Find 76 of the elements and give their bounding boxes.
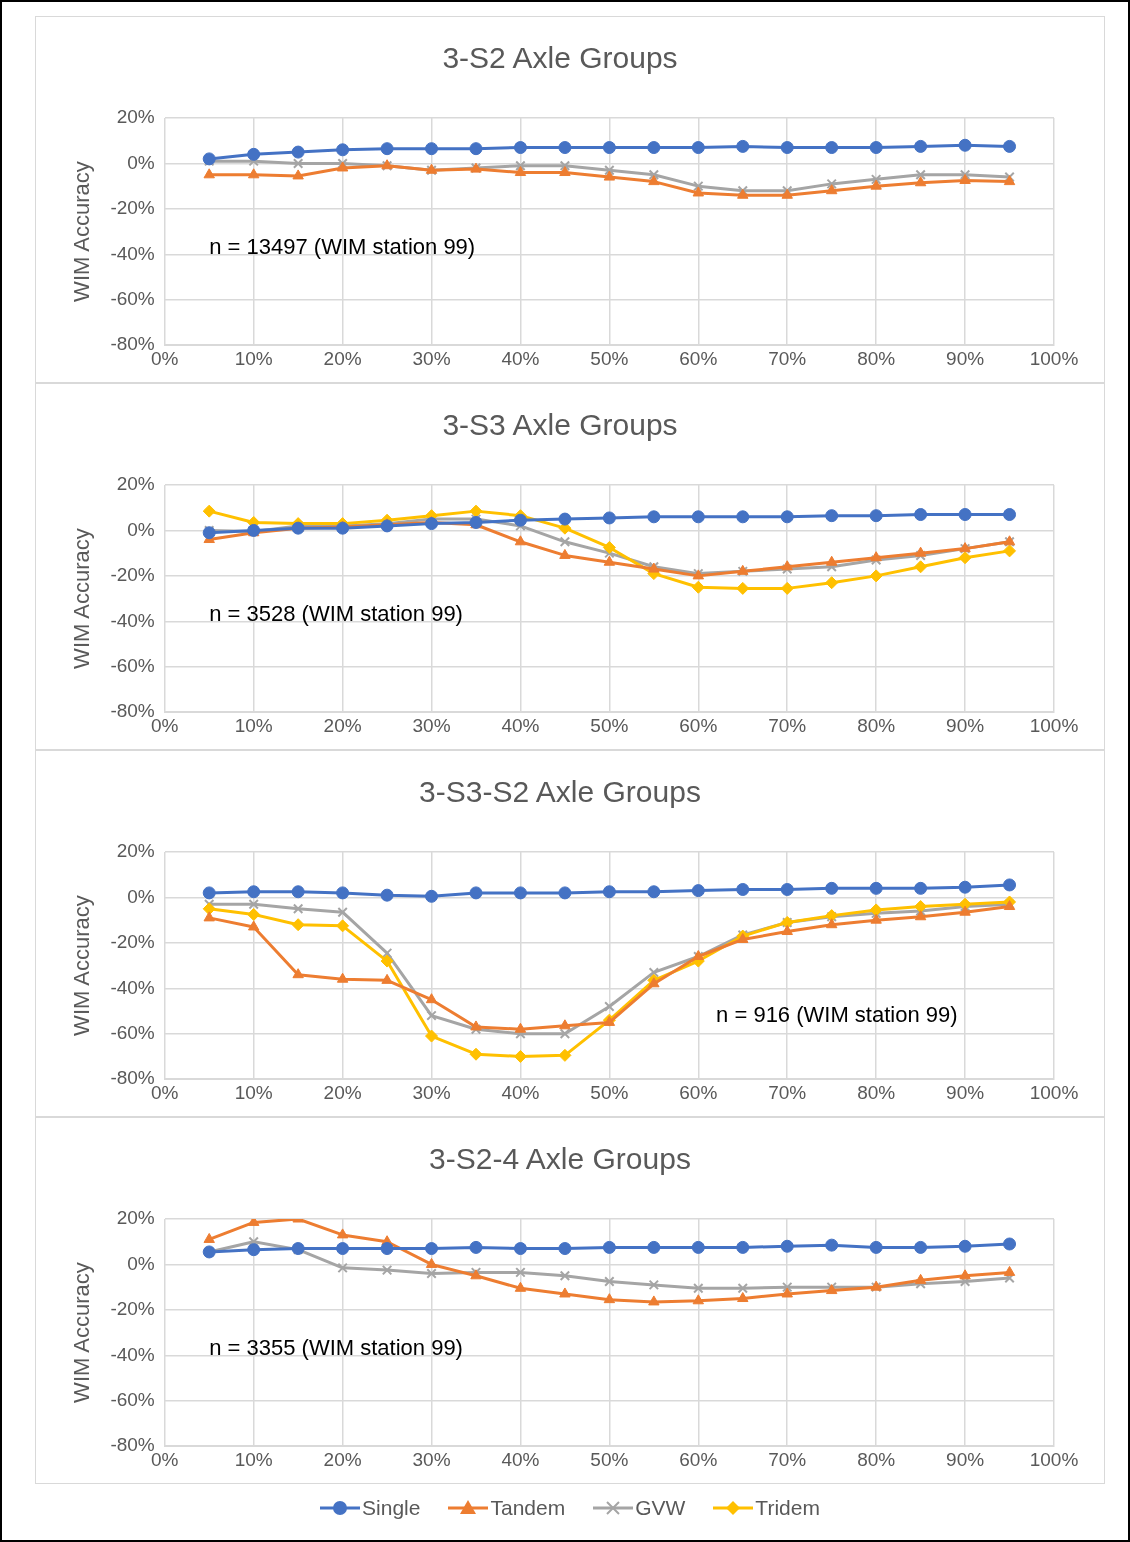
x-tick-label: 100%	[1029, 1081, 1079, 1103]
x-tick-label: 20%	[323, 714, 362, 736]
x-tick-label: 50%	[590, 1448, 629, 1470]
x-tick-label: 70%	[768, 714, 807, 736]
annotation: n = 916 (WIM station 99)	[716, 1001, 958, 1027]
x-tick-label: 90%	[946, 1081, 985, 1103]
x-tick-label: 10%	[234, 1448, 273, 1470]
chart-title: 3-S2-4 Axle Groups	[429, 1142, 691, 1176]
chart-title: 3-S2 Axle Groups	[442, 41, 678, 75]
x-tick-label: 70%	[768, 1448, 807, 1470]
y-tick-label: 0%	[127, 885, 155, 907]
y-tick-label: -20%	[110, 1298, 155, 1320]
x-tick-label: 70%	[768, 1081, 807, 1103]
x-tick-label: 30%	[412, 347, 451, 369]
y-tick-label: 0%	[127, 1252, 155, 1274]
x-tick-label: 80%	[857, 1081, 896, 1103]
x-tick-label: 40%	[501, 714, 540, 736]
y-tick-label: 0%	[127, 518, 155, 540]
x-tick-label: 100%	[1029, 1448, 1079, 1470]
y-tick-label: -40%	[110, 976, 155, 998]
y-tick-label: -20%	[110, 931, 155, 953]
y-tick-label: -60%	[110, 654, 155, 676]
x-tick-label: 40%	[501, 1448, 540, 1470]
x-tick-label: 80%	[857, 1448, 896, 1470]
y-axis-title: WIM Accuracy	[69, 1262, 95, 1403]
y-tick-label: -40%	[110, 1343, 155, 1365]
x-tick-label: 100%	[1029, 714, 1079, 736]
legend-label: Single	[362, 1496, 421, 1520]
x-tick-label: 50%	[590, 714, 629, 736]
x-tick-label: 80%	[857, 347, 896, 369]
x-tick-label: 30%	[412, 714, 451, 736]
x-tick-label: 70%	[768, 347, 807, 369]
x-tick-label: 50%	[590, 1081, 629, 1103]
x-tick-label: 50%	[590, 347, 629, 369]
x-tick-label: 60%	[679, 1448, 718, 1470]
legend-label: Tridem	[755, 1496, 820, 1520]
annotation: n = 3528 (WIM station 99)	[209, 600, 463, 626]
y-tick-label: -20%	[110, 564, 155, 586]
chart-title: 3-S3 Axle Groups	[442, 408, 678, 442]
y-tick-label: -20%	[110, 197, 155, 219]
x-tick-label: 10%	[234, 1081, 273, 1103]
annotation: n = 3355 (WIM station 99)	[209, 1334, 463, 1360]
y-tick-label: 20%	[116, 840, 155, 862]
y-tick-label: 20%	[116, 1207, 155, 1229]
y-tick-label: -60%	[110, 1021, 155, 1043]
x-tick-label: 20%	[323, 1081, 362, 1103]
y-axis-title: WIM Accuracy	[69, 161, 95, 302]
x-tick-label: 40%	[501, 347, 540, 369]
legend-label: Tandem	[490, 1496, 566, 1520]
y-axis-title: WIM Accuracy	[69, 528, 95, 669]
y-tick-label: 20%	[116, 106, 155, 128]
y-tick-label: -40%	[110, 242, 155, 264]
x-tick-label: 80%	[857, 714, 896, 736]
annotation: n = 13497 (WIM station 99)	[209, 233, 476, 259]
y-tick-label: -40%	[110, 609, 155, 631]
y-tick-label: 20%	[116, 473, 155, 495]
x-tick-label: 90%	[946, 347, 985, 369]
x-tick-label: 30%	[412, 1081, 451, 1103]
x-tick-label: 100%	[1029, 347, 1079, 369]
x-tick-label: 20%	[323, 1448, 362, 1470]
x-tick-label: 30%	[412, 1448, 451, 1470]
x-tick-label: 90%	[946, 714, 985, 736]
y-tick-label: -60%	[110, 1388, 155, 1410]
x-tick-label: 60%	[679, 347, 718, 369]
x-tick-label: 60%	[679, 1081, 718, 1103]
x-tick-label: 90%	[946, 1448, 985, 1470]
x-tick-label: 60%	[679, 714, 718, 736]
y-tick-label: -60%	[110, 287, 155, 309]
legend-label: GVW	[635, 1496, 686, 1520]
x-tick-label: 20%	[323, 347, 362, 369]
x-tick-label: 40%	[501, 1081, 540, 1103]
x-tick-label: 10%	[234, 347, 273, 369]
x-tick-label: 10%	[234, 714, 273, 736]
y-tick-label: 0%	[127, 151, 155, 173]
chart-title: 3-S3-S2 Axle Groups	[419, 775, 701, 809]
y-axis-title: WIM Accuracy	[69, 895, 95, 1036]
